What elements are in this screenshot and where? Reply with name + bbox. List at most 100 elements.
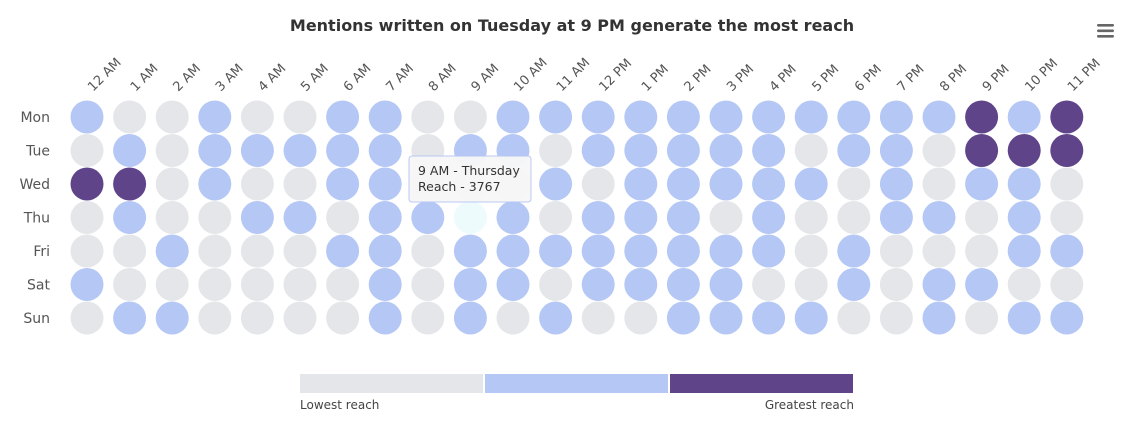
cell-sat-6-am[interactable] [326,268,360,301]
cell-mon-2-pm[interactable] [666,100,700,134]
cell-mon-8-am[interactable] [411,100,445,134]
cell-sun-9-am[interactable] [453,301,487,335]
cell-thu-5-am[interactable] [283,201,317,234]
cell-fri-12-pm[interactable] [581,234,615,268]
cell-wed-9-pm[interactable] [965,167,999,201]
cell-sun-8-pm[interactable] [922,301,956,335]
cell-sun-9-pm[interactable] [965,301,999,335]
cell-tue-5-am[interactable] [283,134,317,167]
cell-mon-9-pm[interactable] [965,100,999,134]
cell-fri-4-pm[interactable] [752,234,786,268]
cell-wed-2-pm[interactable] [666,167,700,201]
cell-sun-2-pm[interactable] [666,301,700,335]
cell-sat-9-pm[interactable] [965,268,999,301]
cell-tue-7-pm[interactable] [879,134,913,167]
cell-mon-8-pm[interactable] [922,100,956,134]
cell-mon-6-am[interactable] [326,100,360,134]
cell-fri-6-am[interactable] [326,234,360,268]
cell-thu-3-pm[interactable] [709,201,743,234]
cell-thu-6-am[interactable] [326,201,360,234]
cell-sat-10-pm[interactable] [1007,268,1041,301]
cell-sat-8-am[interactable] [411,268,445,301]
cell-fri-8-pm[interactable] [922,234,956,268]
cell-fri-3-am[interactable] [198,234,232,268]
cell-wed-3-am[interactable] [198,167,232,201]
cell-sun-4-am[interactable] [240,301,274,335]
cell-sat-7-pm[interactable] [879,268,913,301]
cell-tue-6-am[interactable] [326,134,360,167]
cell-sat-4-am[interactable] [240,268,274,301]
cell-wed-11-am[interactable] [539,167,573,201]
cell-sun-6-pm[interactable] [837,301,871,335]
cell-mon-7-am[interactable] [368,100,402,134]
cell-fri-7-am[interactable] [368,234,402,268]
cell-thu-12-pm[interactable] [581,201,615,234]
cell-sun-5-am[interactable] [283,301,317,335]
cell-tue-5-pm[interactable] [794,134,828,167]
cell-sat-10-am[interactable] [496,268,530,301]
cell-fri-4-am[interactable] [240,234,274,268]
cell-wed-6-pm[interactable] [837,167,871,201]
cell-thu-8-am[interactable] [411,201,445,234]
cell-tue-12-pm[interactable] [581,134,615,167]
cell-tue-1-am[interactable] [113,134,147,167]
cell-fri-1-pm[interactable] [624,234,658,268]
cell-fri-9-am[interactable] [453,234,487,268]
cell-thu-10-am[interactable] [496,201,530,234]
cell-fri-10-pm[interactable] [1007,234,1041,268]
cell-sun-7-pm[interactable] [879,301,913,335]
cell-fri-10-am[interactable] [496,234,530,268]
cell-fri-7-pm[interactable] [879,234,913,268]
cell-thu-10-pm[interactable] [1007,201,1041,234]
cell-thu-1-pm[interactable] [624,201,658,234]
cell-sun-1-pm[interactable] [624,301,658,335]
cell-thu-5-pm[interactable] [794,201,828,234]
cell-wed-6-am[interactable] [326,167,360,201]
cell-wed-2-am[interactable] [155,167,189,201]
cell-tue-11-pm[interactable] [1050,134,1084,167]
cell-sun-11-pm[interactable] [1050,301,1084,335]
cell-sun-12-am[interactable] [70,301,104,335]
cell-fri-11-pm[interactable] [1050,234,1084,268]
cell-sun-6-am[interactable] [326,301,360,335]
cell-sat-7-am[interactable] [368,268,402,301]
cell-sun-5-pm[interactable] [794,301,828,335]
cell-thu-6-pm[interactable] [837,201,871,234]
cell-thu-7-am[interactable] [368,201,402,234]
cell-sun-2-am[interactable] [155,301,189,335]
cell-mon-1-pm[interactable] [624,100,658,134]
cell-mon-5-am[interactable] [283,100,317,134]
cell-fri-11-am[interactable] [539,234,573,268]
cell-wed-5-pm[interactable] [794,167,828,201]
cell-mon-10-pm[interactable] [1007,100,1041,134]
cell-mon-10-am[interactable] [496,100,530,134]
menu-button[interactable] [1094,20,1118,42]
cell-fri-2-am[interactable] [155,234,189,268]
cell-sat-3-pm[interactable] [709,268,743,301]
cell-fri-8-am[interactable] [411,234,445,268]
cell-mon-11-am[interactable] [539,100,573,134]
cell-tue-1-pm[interactable] [624,134,658,167]
cell-mon-5-pm[interactable] [794,100,828,134]
cell-sat-2-pm[interactable] [666,268,700,301]
cell-sun-1-am[interactable] [113,301,147,335]
cell-wed-3-pm[interactable] [709,167,743,201]
cell-tue-3-pm[interactable] [709,134,743,167]
cell-thu-9-pm[interactable] [965,201,999,234]
cell-sun-10-am[interactable] [496,301,530,335]
cell-wed-7-am[interactable] [368,167,402,201]
cell-tue-10-pm[interactable] [1007,134,1041,167]
cell-sun-12-pm[interactable] [581,301,615,335]
cell-mon-4-am[interactable] [240,100,274,134]
cell-thu-11-pm[interactable] [1050,201,1084,234]
cell-sat-4-pm[interactable] [752,268,786,301]
cell-thu-3-am[interactable] [198,201,232,234]
cell-wed-1-am[interactable] [113,167,147,201]
cell-sun-3-am[interactable] [198,301,232,335]
cell-tue-7-am[interactable] [368,134,402,167]
cell-thu-9-am[interactable] [453,201,487,234]
cell-sat-11-am[interactable] [539,268,573,301]
cell-wed-1-pm[interactable] [624,167,658,201]
cell-mon-1-am[interactable] [113,100,147,134]
cell-sat-5-am[interactable] [283,268,317,301]
